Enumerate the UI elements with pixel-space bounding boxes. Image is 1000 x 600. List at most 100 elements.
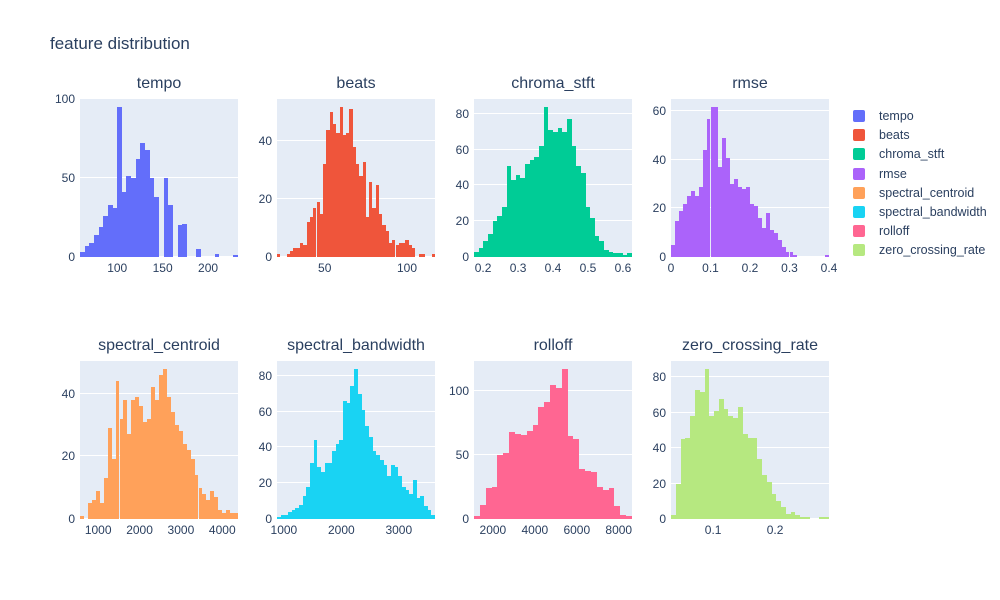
histogram-bar [562, 131, 567, 257]
histogram-bar [103, 478, 108, 519]
histogram-bar [126, 176, 132, 257]
plot-area-rmse[interactable] [671, 99, 829, 257]
subplot-title-tempo: tempo [136, 75, 182, 92]
histogram-bar [702, 150, 707, 257]
histogram-bar [561, 368, 568, 519]
histogram-bar [567, 436, 574, 519]
histogram-bar [277, 517, 281, 519]
plot-area-rolloff[interactable] [474, 361, 632, 519]
histogram-bar [398, 242, 403, 257]
histogram-bar [771, 494, 777, 519]
histogram-bar [766, 481, 772, 519]
histogram-bar [680, 439, 686, 519]
y-gridline [80, 177, 238, 178]
histogram-bar [226, 509, 231, 519]
plot-area-spectral_centroid[interactable] [80, 361, 238, 519]
histogram-bar [723, 409, 729, 519]
histogram-bar [497, 455, 504, 519]
histogram-bar [372, 207, 376, 257]
histogram-bar [599, 240, 605, 257]
histogram-bar [752, 437, 758, 519]
histogram-bar [328, 463, 333, 519]
plot-area-tempo[interactable] [80, 98, 238, 257]
x-tick-label: 6000 [563, 523, 591, 537]
histogram-bar [350, 386, 355, 519]
histogram-bar [773, 232, 778, 257]
histogram-bar [369, 181, 373, 257]
histogram-bar [427, 510, 432, 519]
histogram-bar [548, 129, 553, 257]
histogram-bar [284, 515, 289, 519]
histogram-bar [726, 157, 731, 257]
histogram-bar [405, 490, 410, 519]
histogram-bar [174, 424, 179, 519]
histogram-bar [277, 254, 281, 257]
subplot-zero_crossing_rate: zero_crossing_rate 0 20 40 60 80 0.1 0.2 [626, 337, 866, 543]
histogram-bar [182, 443, 187, 519]
histogram-bar [170, 412, 175, 519]
histogram-bar [520, 178, 526, 257]
histogram-bar [168, 204, 173, 257]
histogram-bar [694, 389, 700, 519]
histogram-bar [742, 189, 747, 257]
histogram-bar [483, 240, 488, 257]
histogram-bar [295, 508, 300, 519]
histogram-bar [785, 513, 791, 519]
histogram-bar [690, 416, 695, 519]
y-tick-label: 60 [258, 404, 272, 419]
y-tick-label: 40 [652, 152, 666, 167]
histogram-bar [349, 109, 353, 257]
histogram-bar [98, 226, 104, 257]
plot-area-zero_crossing_rate[interactable] [671, 361, 829, 519]
histogram-bar [608, 251, 614, 257]
histogram-bar [401, 486, 406, 519]
plot-area-beats[interactable] [277, 99, 435, 257]
y-tick-label: 0 [68, 512, 75, 526]
histogram-bar [107, 428, 112, 519]
histogram-bar [218, 509, 223, 519]
histogram-bar [379, 213, 383, 257]
histogram-bar [614, 506, 621, 519]
histogram-bar [698, 186, 703, 257]
histogram-bar [520, 434, 527, 519]
histogram-bar [686, 196, 691, 257]
histogram-bar [80, 252, 85, 257]
x-tick-label: 0.4 [544, 261, 562, 275]
x-tick-label: 0.3 [509, 261, 527, 275]
histogram-bar [321, 472, 325, 519]
histogram-bar [151, 387, 156, 519]
histogram-bar [514, 433, 521, 519]
histogram-bar [769, 230, 774, 257]
histogram-bar [790, 511, 796, 519]
histogram-bar [543, 106, 549, 257]
histogram-bar [566, 119, 572, 257]
x-tick-label: 150 [152, 261, 173, 275]
histogram-bar [602, 489, 609, 519]
legend-label: spectral_bandwidth [879, 204, 987, 219]
histogram-bar [479, 504, 486, 519]
histogram-bar [91, 500, 96, 519]
subplot-spectral_centroid: spectral_centroid 0 20 40 1000 2000 3000 4000 [35, 337, 275, 543]
plot-area-chroma_stft[interactable] [474, 99, 632, 257]
histogram-bar [613, 253, 619, 257]
histogram-bar [317, 467, 322, 519]
histogram-bar [789, 252, 794, 257]
y-tick-label: 20 [455, 214, 469, 229]
histogram-bar [590, 217, 595, 257]
histogram-bar [573, 438, 580, 519]
plot-area-spectral_bandwidth[interactable] [277, 361, 435, 519]
y-gridline [671, 110, 829, 112]
histogram-bar [107, 204, 113, 257]
legend-label: rmse [879, 166, 907, 181]
histogram-bar [202, 493, 207, 519]
histogram-bar [506, 165, 512, 257]
histogram-bar [339, 440, 344, 519]
histogram-bar [747, 437, 753, 519]
histogram-bar [299, 504, 303, 519]
subplot-title-rolloff: rolloff [533, 337, 573, 354]
histogram-bar [671, 515, 676, 519]
y-tick-label: 40 [652, 441, 666, 456]
histogram-bar [93, 234, 99, 257]
histogram-bar [149, 178, 155, 257]
y-tick-label: 60 [455, 142, 469, 157]
